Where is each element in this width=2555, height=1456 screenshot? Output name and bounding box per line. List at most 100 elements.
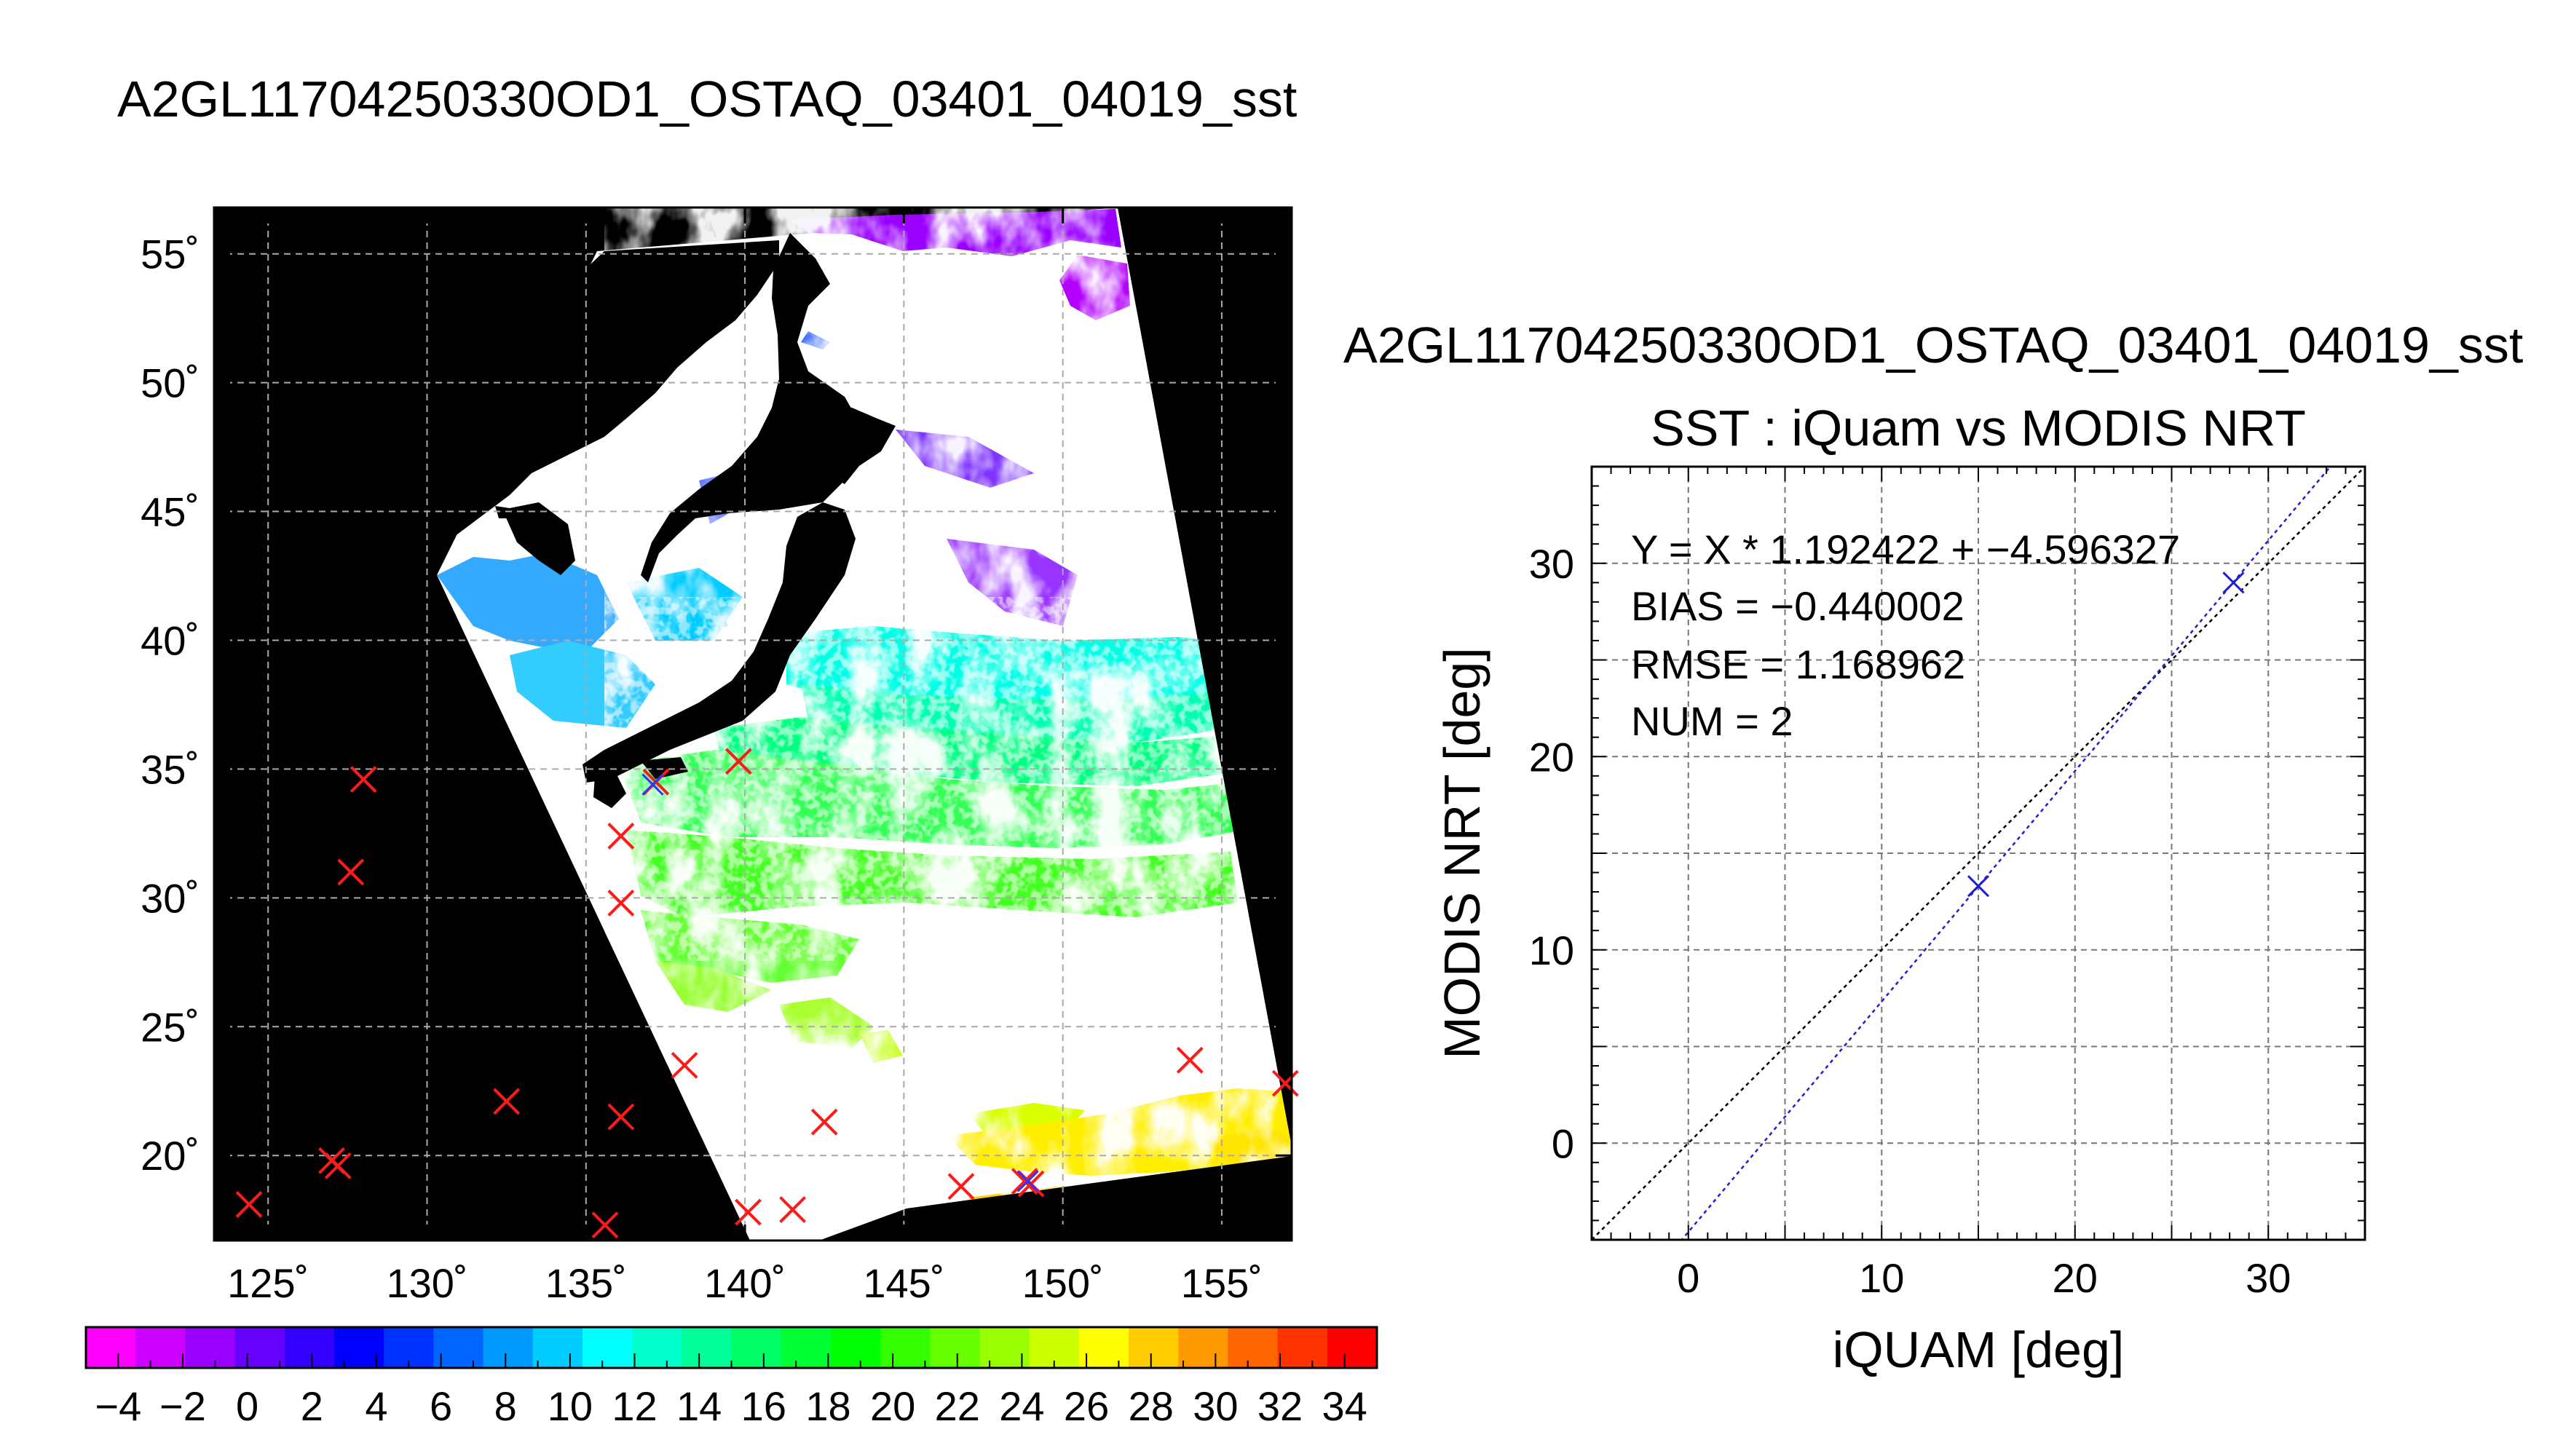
iquam-point-marker	[607, 890, 635, 917]
iquam-point-marker-stroke-b	[1176, 1046, 1204, 1074]
stats-bias: BIAS = −0.440002	[1631, 583, 1964, 629]
colorbar: −4 −2 0 2 4 6 8 10 12 14 16 18 20 22 24 26 28 30 32 34	[84, 1326, 1378, 1429]
colorbar-tick-label: 18	[805, 1383, 850, 1429]
swath	[214, 207, 1292, 1241]
scatter-y-tick-label: 0	[1552, 1120, 1574, 1166]
iquam-point-marker-stroke-b	[724, 748, 752, 775]
colorbar-tick-label: 8	[494, 1383, 517, 1429]
scatter-point	[1967, 875, 1990, 898]
scatter-x-axis-label: iQUAM [deg]	[1833, 1321, 2125, 1378]
map-title: A2GL11704250330OD1_OSTAQ_03401_04019_sst	[117, 71, 1297, 127]
scatter-points	[1967, 571, 2245, 898]
colorbar-cell	[483, 1327, 534, 1368]
matched-point-marker	[1016, 1170, 1039, 1192]
colorbar-tick-label: 14	[676, 1383, 722, 1429]
iquam-point-marker-stroke-b	[591, 1211, 619, 1239]
map-x-tick-label: 155˚	[1181, 1260, 1263, 1306]
iquam-point-marker-stroke-b	[493, 1088, 521, 1115]
colorbar-tick-label: 0	[236, 1383, 258, 1429]
map-ticks	[214, 207, 1292, 1241]
iquam-point-marker	[607, 823, 635, 850]
colorbar-tick-labels: −4 −2 0 2 4 6 8 10 12 14 16 18 20 22 24 26 28 30 32 34	[95, 1383, 1367, 1429]
scatter-x-tick-labels: 0 10 20 30	[1677, 1255, 2291, 1301]
iquam-point-marker-stroke-b	[607, 890, 635, 917]
map-grid	[214, 207, 1292, 1241]
colorbar-cell	[1327, 1327, 1378, 1368]
honshu	[583, 502, 856, 783]
outside-swath-right	[1118, 207, 1292, 1147]
colorbar-tick-label: 22	[935, 1383, 980, 1429]
colorbar-cell	[1078, 1327, 1130, 1368]
iquam-point-marker-stroke-b	[1011, 1168, 1038, 1195]
matched-point-marker-stroke-b	[1016, 1170, 1039, 1192]
map-x-tick-label: 130˚	[386, 1260, 467, 1306]
matched-point-marker-stroke-b	[641, 773, 664, 796]
colorbar-cell	[632, 1327, 683, 1368]
map-x-tick-label: 125˚	[227, 1260, 309, 1306]
scatter-point-stroke-b	[1967, 875, 1990, 898]
stats-equation: Y = X * 1.192422 + −4.596327	[1631, 526, 2180, 572]
scatter-point	[2222, 571, 2245, 594]
colorbar-tick-label: 30	[1193, 1383, 1238, 1429]
one-to-one-line	[1592, 467, 2365, 1240]
colorbar-tick-label: 26	[1064, 1383, 1109, 1429]
scatter-y-axis-label: MODIS NRT [deg]	[1434, 647, 1490, 1059]
map-y-tick-labels: 20˚ 25˚ 30˚ 35˚ 40˚ 45˚ 50˚ 55˚	[141, 232, 200, 1179]
map-y-tick-label: 50˚	[141, 360, 200, 406]
scatter-x-tick-label: 10	[1859, 1255, 1904, 1301]
iquam-point-marker-stroke-b	[607, 823, 635, 850]
iquam-point-marker	[810, 1108, 838, 1136]
iquam-point-marker	[735, 1198, 762, 1226]
colorbar-cell	[135, 1327, 186, 1368]
colorbar-tick-label: 16	[741, 1383, 786, 1429]
map-x-tick-label: 150˚	[1022, 1260, 1104, 1306]
iquam-point-marker-stroke-b	[324, 1152, 352, 1179]
map-y-tick-label: 35˚	[141, 746, 200, 792]
colorbar-tick-label: 6	[430, 1383, 452, 1429]
colorbar-tick-label: 28	[1129, 1383, 1174, 1429]
colorbar-tick-label: 34	[1322, 1383, 1367, 1429]
stats-num: NUM = 2	[1631, 698, 1793, 744]
colorbar-cell	[731, 1327, 782, 1368]
colorbar-cell	[582, 1327, 633, 1368]
colorbar-cell	[86, 1327, 137, 1368]
iquam-point-marker-stroke-b	[235, 1191, 263, 1218]
scatter-point-stroke-b	[2222, 571, 2245, 594]
iquam-point-marker	[337, 858, 365, 886]
map-points	[235, 748, 1299, 1239]
colorbar-tick-label: −2	[159, 1383, 206, 1429]
sakhalin	[641, 233, 859, 582]
iquam-point-marker-stroke-b	[350, 766, 377, 793]
scatter-lines	[1592, 467, 2365, 1240]
iquam-point-marker-stroke-b	[947, 1173, 975, 1200]
colorbar-cell	[284, 1327, 335, 1368]
shikoku	[641, 757, 688, 779]
colorbar-cells	[85, 1327, 1378, 1368]
colorbar-cell	[1129, 1327, 1180, 1368]
colorbar-tick-label: 24	[999, 1383, 1044, 1429]
colorbar-cell	[234, 1327, 285, 1368]
outside-swath-left	[214, 207, 750, 1241]
hokkaido	[819, 404, 896, 484]
colorbar-cell	[682, 1327, 732, 1368]
matched-point-marker	[641, 773, 664, 796]
colorbar-cell	[930, 1327, 981, 1368]
iquam-point-marker-stroke-b	[779, 1196, 806, 1223]
colorbar-tick-label: 32	[1257, 1383, 1303, 1429]
scatter-ticks	[1591, 466, 2366, 1241]
scatter-y-tick-labels: 0 10 20 30	[1529, 541, 1574, 1167]
map-y-tick-label: 20˚	[141, 1133, 200, 1179]
map-panel: 125˚ 130˚ 135˚ 140˚ 145˚ 150˚ 155˚ 20˚ 25˚ 30˚ 35…	[141, 206, 1299, 1306]
colorbar-frame	[84, 1326, 1378, 1369]
map-frame	[213, 206, 1293, 1242]
iquam-point-marker-stroke-b	[1271, 1069, 1299, 1097]
scatter-x-tick-label: 20	[2053, 1255, 2098, 1301]
map-x-tick-labels: 125˚ 130˚ 135˚ 140˚ 145˚ 150˚ 155˚	[227, 1260, 1263, 1306]
outside-swath-bottom	[819, 1156, 1292, 1241]
iquam-point-marker	[324, 1152, 352, 1179]
iquam-point-marker	[493, 1088, 521, 1115]
colorbar-tick-label: 4	[365, 1383, 387, 1429]
iquam-point-marker	[779, 1196, 806, 1223]
kyushu	[593, 764, 626, 808]
